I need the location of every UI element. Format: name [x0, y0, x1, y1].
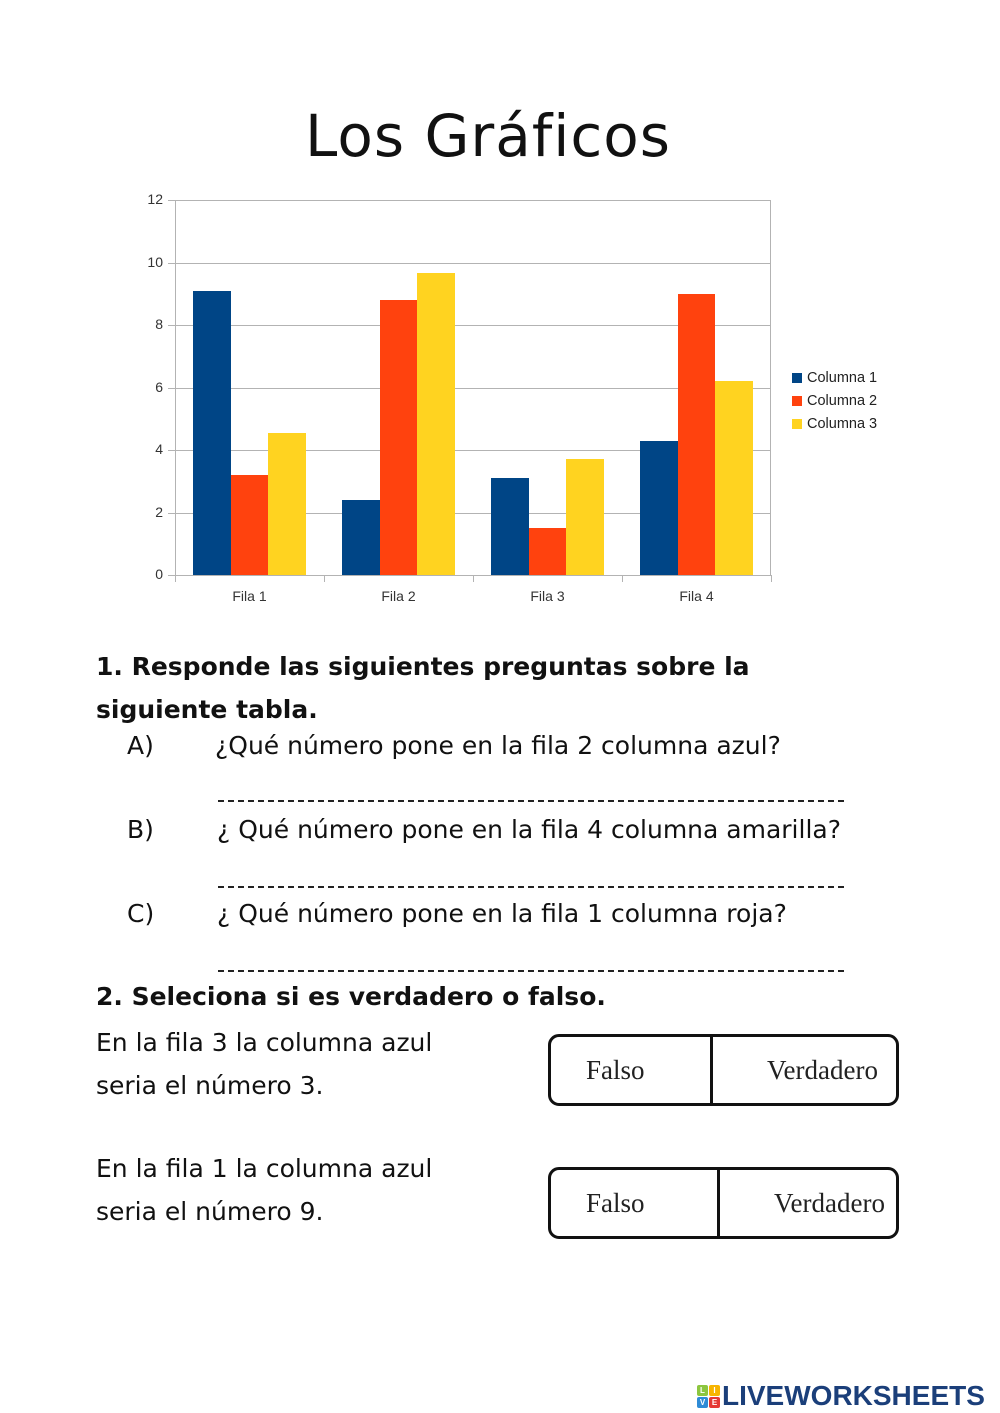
verdadero-option[interactable]: Verdadero: [767, 1054, 878, 1085]
bar-fila-3-columna-3: [566, 459, 604, 575]
y-tick-label: 0: [155, 566, 163, 582]
y-tick-label: 6: [155, 378, 163, 395]
y-tick-mark: [168, 575, 175, 576]
logo-tile: E: [709, 1396, 720, 1408]
legend-item: Columna 2: [792, 389, 877, 412]
statement-line: En la fila 3 la columna azul: [96, 1028, 433, 1057]
y-tick-mark: [168, 262, 175, 264]
y-tick-mark: [168, 200, 175, 201]
y-tick-mark: [168, 325, 175, 326]
statement-line: seria el número 9.: [96, 1197, 324, 1226]
y-tick-label: 4: [155, 441, 163, 457]
gridline: [176, 200, 770, 201]
section1-heading: 1. Responde las siguientes preguntas sob…: [96, 652, 750, 724]
logo-tile: I: [709, 1384, 720, 1396]
falso-option[interactable]: Falso: [551, 1170, 720, 1236]
legend-swatch-icon: [792, 418, 802, 429]
legend-label: Columna 3: [807, 415, 878, 432]
bar-fila-2-columna-2: [379, 300, 418, 575]
verdadero-option[interactable]: Verdadero: [774, 1187, 885, 1218]
y-tick-mark: [168, 387, 175, 389]
bar-fila-4-columna-3: [715, 381, 753, 575]
x-tick-mark: [771, 575, 772, 582]
bar-fila-4-columna-2: [677, 293, 716, 575]
question-text: ¿ Qué número pone en la fila 4 columna a…: [217, 815, 841, 844]
bar-chart: Columna 1 Columna 2 Columna 3 0 2 4 6 8 10 12 Fil…: [0, 0, 1000, 620]
bar-fila-3-columna-1: [491, 478, 529, 575]
x-tick-label: Fila 2: [381, 588, 416, 604]
page-title: Los Gráficos: [305, 102, 671, 170]
bar-fila-1-columna-2: [230, 475, 269, 575]
answer-input-a[interactable]: [218, 772, 844, 802]
question-letter: C): [127, 899, 155, 928]
y-tick-label: 8: [155, 316, 163, 332]
x-tick-label: Fila 4: [679, 588, 714, 604]
bar-fila-2-columna-1: [342, 500, 380, 575]
true-false-toggle-2[interactable]: Falso Verdadero: [548, 1167, 899, 1239]
x-tick-mark: [324, 575, 325, 582]
logo-tile: V: [697, 1396, 708, 1408]
true-false-toggle-1[interactable]: Falso Verdadero: [548, 1034, 899, 1106]
legend-item: Columna 1: [792, 366, 877, 389]
gridline: [176, 262, 770, 264]
falso-option[interactable]: Falso: [551, 1037, 713, 1103]
question-text: ¿Qué número pone en la fila 2 columna az…: [215, 731, 781, 760]
statement-line: seria el número 3.: [96, 1071, 324, 1100]
x-tick-mark: [473, 575, 474, 582]
x-tick-mark: [622, 575, 623, 582]
x-tick-label: Fila 1: [232, 588, 267, 604]
question-letter: B): [127, 815, 154, 844]
legend-label: Columna 1: [807, 369, 878, 386]
brand-name: LIVEWORKSHEETS: [722, 1380, 985, 1411]
y-tick-mark: [168, 512, 175, 514]
plot-area: [175, 200, 771, 575]
legend-swatch-icon: [792, 395, 802, 406]
logo-tile: L: [697, 1384, 708, 1396]
y-tick-label: 10: [147, 253, 163, 270]
x-tick-label: Fila 3: [530, 588, 565, 604]
bar-fila-1-columna-1: [193, 290, 231, 575]
y-tick-label: 12: [147, 191, 163, 207]
legend-item: Columna 3: [792, 412, 877, 435]
y-tick-label: 2: [155, 503, 163, 520]
x-tick-mark: [175, 575, 176, 582]
question-letter: A): [127, 731, 154, 760]
statement-2: En la fila 1 la columna azul seria el nú…: [96, 1147, 432, 1233]
bar-fila-3-columna-2: [528, 528, 567, 575]
answer-input-c[interactable]: [218, 942, 844, 972]
legend-label: Columna 2: [807, 392, 878, 409]
gridline: [176, 325, 770, 326]
statement-1: En la fila 3 la columna azul seria el nú…: [96, 1021, 432, 1107]
chart-legend: Columna 1 Columna 2 Columna 3: [792, 366, 877, 435]
answer-input-b[interactable]: [218, 858, 844, 888]
legend-swatch-icon: [792, 372, 802, 383]
bar-fila-4-columna-1: [640, 440, 678, 575]
question-text: ¿ Qué número pone en la fila 1 columna r…: [217, 899, 787, 928]
section2-heading: 2. Seleciona si es verdadero o falso.: [96, 982, 606, 1011]
gridline: [176, 512, 770, 514]
gridline: [176, 450, 770, 451]
bar-fila-1-columna-3: [268, 433, 306, 575]
statement-line: En la fila 1 la columna azul: [96, 1154, 433, 1183]
y-tick-mark: [168, 450, 175, 451]
bar-fila-2-columna-3: [417, 273, 455, 575]
gridline: [176, 387, 770, 389]
